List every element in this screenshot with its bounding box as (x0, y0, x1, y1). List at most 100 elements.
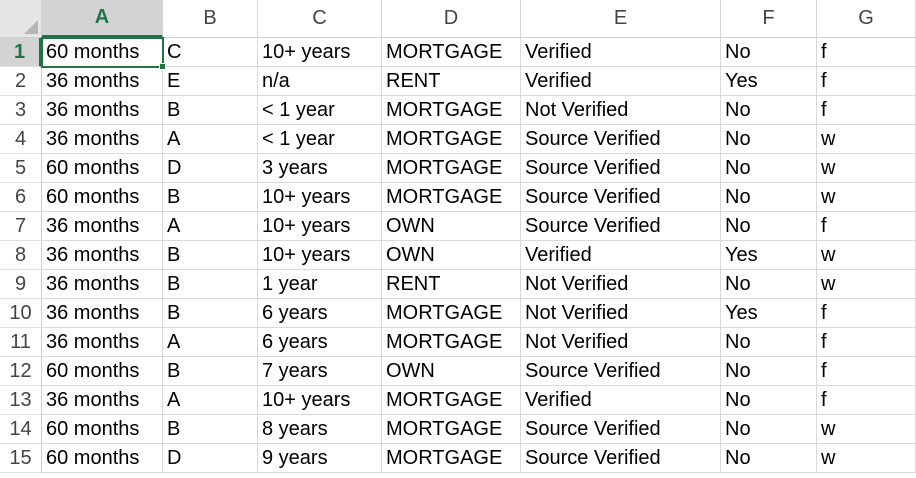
select-all-corner[interactable] (0, 0, 42, 38)
cell-a2[interactable]: 36 months (42, 67, 163, 96)
cell-e14[interactable]: Source Verified (521, 415, 721, 444)
cell-d2[interactable]: RENT (382, 67, 521, 96)
cell-f14[interactable]: No (721, 415, 817, 444)
cell-a9[interactable]: 36 months (42, 270, 163, 299)
cell-a10[interactable]: 36 months (42, 299, 163, 328)
cell-a7[interactable]: 36 months (42, 212, 163, 241)
cell-a6[interactable]: 60 months (42, 183, 163, 212)
cell-g13[interactable]: f (817, 386, 916, 415)
cell-e9[interactable]: Not Verified (521, 270, 721, 299)
cell-b2[interactable]: E (163, 67, 258, 96)
cell-e15[interactable]: Source Verified (521, 444, 721, 473)
cell-f10[interactable]: Yes (721, 299, 817, 328)
cell-c6[interactable]: 10+ years (258, 183, 382, 212)
cell-e2[interactable]: Verified (521, 67, 721, 96)
cell-b8[interactable]: B (163, 241, 258, 270)
cell-b15[interactable]: D (163, 444, 258, 473)
row-header-15[interactable]: 15 (0, 444, 42, 473)
cell-d14[interactable]: MORTGAGE (382, 415, 521, 444)
cell-e3[interactable]: Not Verified (521, 96, 721, 125)
cell-e7[interactable]: Source Verified (521, 212, 721, 241)
cell-a4[interactable]: 36 months (42, 125, 163, 154)
cell-d3[interactable]: MORTGAGE (382, 96, 521, 125)
row-header-5[interactable]: 5 (0, 154, 42, 183)
cell-a13[interactable]: 36 months (42, 386, 163, 415)
cell-e5[interactable]: Source Verified (521, 154, 721, 183)
cell-g7[interactable]: f (817, 212, 916, 241)
row-header-9[interactable]: 9 (0, 270, 42, 299)
cell-g10[interactable]: f (817, 299, 916, 328)
cell-b7[interactable]: A (163, 212, 258, 241)
cell-d6[interactable]: MORTGAGE (382, 183, 521, 212)
cell-b9[interactable]: B (163, 270, 258, 299)
row-header-7[interactable]: 7 (0, 212, 42, 241)
cell-g5[interactable]: w (817, 154, 916, 183)
cell-e10[interactable]: Not Verified (521, 299, 721, 328)
cell-g15[interactable]: w (817, 444, 916, 473)
cell-g14[interactable]: w (817, 415, 916, 444)
cell-e8[interactable]: Verified (521, 241, 721, 270)
cell-f8[interactable]: Yes (721, 241, 817, 270)
cell-g8[interactable]: w (817, 241, 916, 270)
row-header-1[interactable]: 1 (0, 38, 42, 67)
cell-d8[interactable]: OWN (382, 241, 521, 270)
cell-g6[interactable]: w (817, 183, 916, 212)
row-header-13[interactable]: 13 (0, 386, 42, 415)
cell-d5[interactable]: MORTGAGE (382, 154, 521, 183)
cell-a11[interactable]: 36 months (42, 328, 163, 357)
cell-f12[interactable]: No (721, 357, 817, 386)
cell-a15[interactable]: 60 months (42, 444, 163, 473)
column-header-e[interactable]: E (521, 0, 721, 38)
cell-f6[interactable]: No (721, 183, 817, 212)
row-header-6[interactable]: 6 (0, 183, 42, 212)
cell-f9[interactable]: No (721, 270, 817, 299)
cell-f7[interactable]: No (721, 212, 817, 241)
cell-b11[interactable]: A (163, 328, 258, 357)
cell-g11[interactable]: f (817, 328, 916, 357)
cell-d15[interactable]: MORTGAGE (382, 444, 521, 473)
cell-d9[interactable]: RENT (382, 270, 521, 299)
column-header-a[interactable]: A (42, 0, 163, 38)
column-header-f[interactable]: F (721, 0, 817, 38)
cell-d4[interactable]: MORTGAGE (382, 125, 521, 154)
cell-d1[interactable]: MORTGAGE (382, 38, 521, 67)
cell-d13[interactable]: MORTGAGE (382, 386, 521, 415)
cell-c3[interactable]: < 1 year (258, 96, 382, 125)
cell-f2[interactable]: Yes (721, 67, 817, 96)
cell-b6[interactable]: B (163, 183, 258, 212)
cell-f5[interactable]: No (721, 154, 817, 183)
cell-b10[interactable]: B (163, 299, 258, 328)
cell-e6[interactable]: Source Verified (521, 183, 721, 212)
row-header-2[interactable]: 2 (0, 67, 42, 96)
column-header-d[interactable]: D (382, 0, 521, 38)
cell-c7[interactable]: 10+ years (258, 212, 382, 241)
cell-f13[interactable]: No (721, 386, 817, 415)
cell-g4[interactable]: w (817, 125, 916, 154)
row-header-8[interactable]: 8 (0, 241, 42, 270)
cell-f3[interactable]: No (721, 96, 817, 125)
cell-f15[interactable]: No (721, 444, 817, 473)
cell-c12[interactable]: 7 years (258, 357, 382, 386)
cell-c1[interactable]: 10+ years (258, 38, 382, 67)
cell-a14[interactable]: 60 months (42, 415, 163, 444)
cell-d7[interactable]: OWN (382, 212, 521, 241)
row-header-3[interactable]: 3 (0, 96, 42, 125)
cell-f11[interactable]: No (721, 328, 817, 357)
cell-e12[interactable]: Source Verified (521, 357, 721, 386)
cell-f4[interactable]: No (721, 125, 817, 154)
row-header-10[interactable]: 10 (0, 299, 42, 328)
cell-a1[interactable]: 60 months (42, 38, 163, 67)
cell-a5[interactable]: 60 months (42, 154, 163, 183)
cell-c8[interactable]: 10+ years (258, 241, 382, 270)
cell-e1[interactable]: Verified (521, 38, 721, 67)
cell-b1[interactable]: C (163, 38, 258, 67)
row-header-11[interactable]: 11 (0, 328, 42, 357)
column-header-b[interactable]: B (163, 0, 258, 38)
cell-a3[interactable]: 36 months (42, 96, 163, 125)
column-header-g[interactable]: G (817, 0, 916, 38)
cell-a12[interactable]: 60 months (42, 357, 163, 386)
cell-c13[interactable]: 10+ years (258, 386, 382, 415)
cell-c2[interactable]: n/a (258, 67, 382, 96)
cell-d10[interactable]: MORTGAGE (382, 299, 521, 328)
